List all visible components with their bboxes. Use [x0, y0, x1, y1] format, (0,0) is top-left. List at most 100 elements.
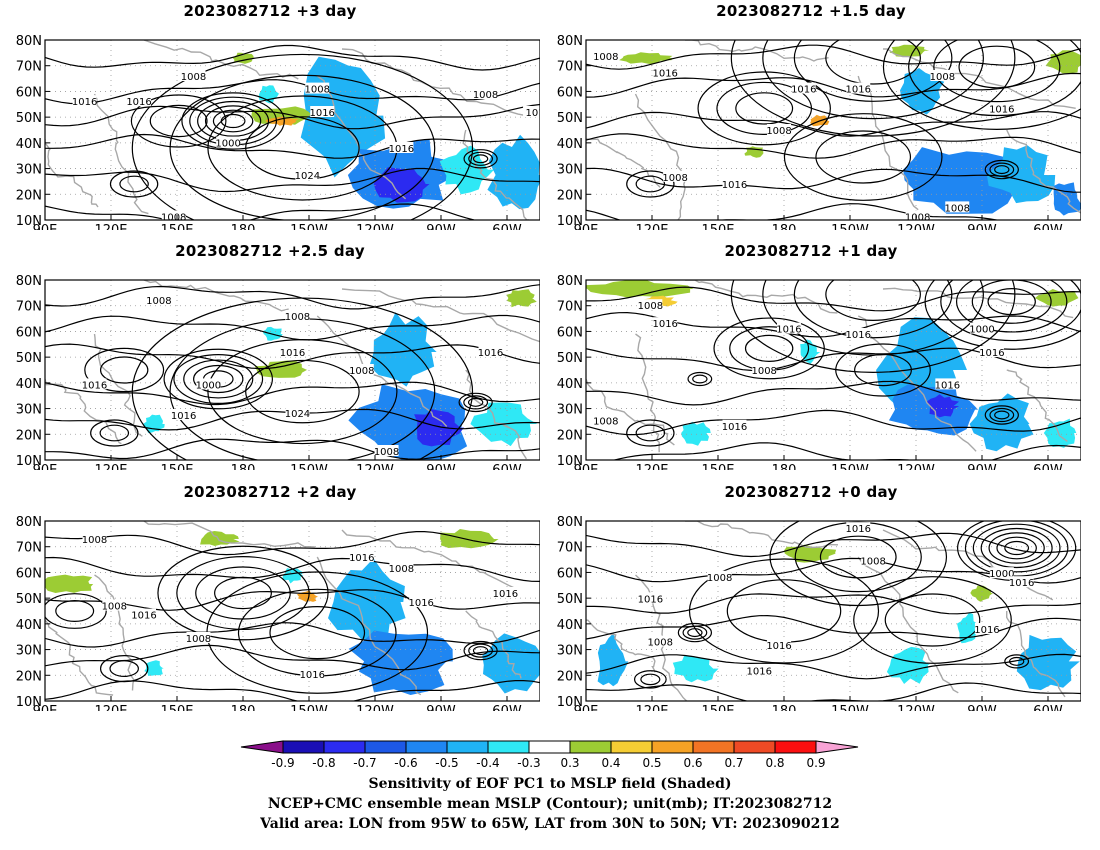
- x-tick-label: 120E: [635, 223, 668, 230]
- sensitivity-shading: [265, 116, 299, 126]
- contour-label-bg: [653, 317, 678, 329]
- isobar-ring: [730, 40, 1016, 137]
- coastline: [465, 610, 522, 679]
- isobar-ring: [45, 593, 107, 629]
- y-tick-label: 30N: [16, 163, 42, 178]
- colorbar-box: [610, 740, 653, 754]
- isobar: [45, 438, 540, 460]
- x-tick-label: 90E: [574, 463, 599, 470]
- isobar: [586, 72, 1081, 98]
- contour-label-bg: [72, 95, 97, 107]
- colorbar-box: [364, 740, 407, 754]
- contour-label: 1008: [82, 535, 107, 546]
- isobar-ring: [854, 353, 912, 387]
- contour-label: 1016: [349, 553, 374, 564]
- colorbar-box: [569, 740, 612, 754]
- isobar-ring: [131, 53, 474, 220]
- sensitivity-shading: [586, 280, 694, 298]
- isobar-ring: [988, 532, 1045, 564]
- y-tick-label: 10N: [557, 454, 583, 469]
- isobar-ring: [245, 359, 360, 424]
- contour-label: 1000: [969, 325, 994, 336]
- x-tick-label: 150W: [290, 463, 328, 470]
- isobar-ring: [972, 523, 1061, 573]
- y-tick-label: 50N: [16, 111, 42, 126]
- isobar-ring: [987, 288, 1036, 316]
- sensitivity-shading: [681, 421, 711, 446]
- contour-label: 1016: [171, 411, 196, 422]
- colorbar-box: [528, 740, 571, 754]
- isobar: [586, 347, 1081, 372]
- sensitivity-shading: [969, 393, 1034, 452]
- y-tick-label: 60N: [16, 566, 42, 581]
- isobar-ring: [149, 104, 208, 138]
- coastline: [465, 369, 527, 460]
- isobar: [586, 653, 1081, 680]
- isobar: [586, 133, 1081, 159]
- isobar-ring: [825, 280, 921, 321]
- isobar-ring: [119, 175, 149, 193]
- y-tick-label: 60N: [557, 325, 583, 340]
- isobar-ring: [815, 130, 912, 184]
- x-tick-label: 180: [231, 223, 256, 230]
- contour-label-bg: [930, 70, 955, 81]
- isobar: [586, 203, 1000, 220]
- contour-label-bg: [722, 419, 747, 431]
- x-tick-label: 150W: [831, 223, 869, 230]
- isobar: [45, 531, 540, 556]
- isobar-ring: [99, 655, 149, 683]
- contour-label: 101: [526, 108, 540, 119]
- coastline: [685, 40, 829, 62]
- isobar-ring: [1004, 540, 1030, 556]
- x-tick-label: 120E: [635, 704, 668, 711]
- coastline: [45, 378, 122, 445]
- isobar: [611, 442, 1081, 460]
- contour-label: 1008: [181, 72, 206, 83]
- x-tick-label: 150E: [701, 463, 734, 470]
- isobar-ring: [109, 170, 159, 198]
- y-tick-label: 70N: [16, 541, 42, 556]
- isobar-ring: [989, 407, 1015, 423]
- y-tick-label: 20N: [16, 188, 42, 203]
- contour-label-bg: [776, 322, 801, 334]
- contour-label: 1008: [905, 212, 930, 223]
- isobar-ring: [472, 646, 489, 656]
- y-tick-label: 70N: [16, 300, 42, 315]
- x-tick-label: 150W: [290, 704, 328, 711]
- x-tick-label: 120E: [94, 223, 127, 230]
- contour-label-bg: [349, 364, 374, 375]
- isobar-ring: [635, 424, 666, 442]
- isobar-ring: [682, 625, 708, 640]
- isobar-ring: [463, 395, 489, 410]
- contour-label-bg: [945, 201, 970, 213]
- coastline: [882, 529, 1054, 601]
- x-tick-label: 90W: [426, 463, 456, 470]
- contour-label-bg: [846, 522, 871, 534]
- contour-label: 1016: [989, 104, 1014, 115]
- isobar-ring: [853, 576, 1012, 664]
- contour-label: 1016: [974, 625, 999, 636]
- colorbar-label: 0.4: [601, 756, 620, 770]
- colorbar-box: [692, 740, 735, 754]
- isobar-ring: [633, 670, 667, 689]
- contour-label-bg: [82, 533, 107, 544]
- contour-label-bg: [989, 102, 1014, 114]
- colorbar-label: -0.5: [435, 756, 458, 770]
- contour-label: 1016: [846, 330, 871, 341]
- y-tick-label: 20N: [16, 669, 42, 684]
- isobar-ring: [677, 622, 713, 643]
- y-tick-label: 50N: [16, 592, 42, 607]
- panel-plus2p5day: 2023082712 +2.5 day 1008 1008 1016 1016 1000…: [0, 240, 541, 478]
- colorbar: -0.9 -0.8 -0.7 -0.6 -0.5 -0.4 -0.3 0.3 0.4 0.5 0.6…: [240, 740, 859, 770]
- y-tick-label: 10N: [16, 695, 42, 710]
- sensitivity-shading: [487, 134, 540, 210]
- isobar-ring: [783, 113, 943, 201]
- x-tick-label: 60W: [1033, 223, 1063, 230]
- contour-label: 1008: [285, 312, 310, 323]
- y-tick-label: 40N: [16, 137, 42, 152]
- isobar: [586, 380, 1081, 406]
- isobar-ring: [835, 343, 931, 397]
- x-tick-label: 120E: [94, 463, 127, 470]
- isobar-ring: [1008, 656, 1025, 666]
